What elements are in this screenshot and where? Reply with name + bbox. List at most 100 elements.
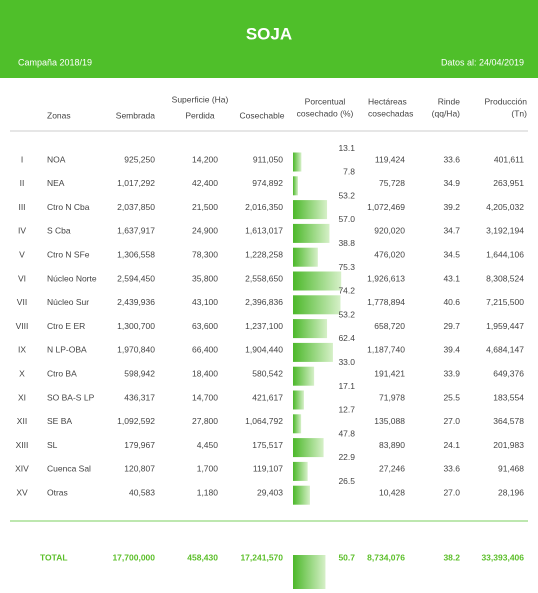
cell: 33.6 <box>443 154 460 164</box>
progress-bar <box>293 223 330 243</box>
percent: 57.0 <box>338 214 355 224</box>
cell: 4,205,032 <box>486 202 524 212</box>
column-header: Porcentual <box>305 96 346 106</box>
cell: 24,900 <box>192 226 218 236</box>
column-header: cosechadas <box>368 108 413 118</box>
column-header: Sembrada <box>116 110 155 120</box>
column-header: Zonas <box>47 110 71 120</box>
cell: 4,450 <box>197 440 219 450</box>
date: Datos al: 24/04/2019 <box>441 57 524 67</box>
column-header: cosechado (%) <box>297 108 354 118</box>
progress-bar <box>293 271 342 291</box>
cell: 920,020 <box>374 226 405 236</box>
column-header: Cosechable <box>240 110 285 120</box>
row-number: XIV <box>15 464 29 474</box>
column-header: Rinde <box>438 96 460 106</box>
cell: Cuenca Sal <box>47 464 91 474</box>
cell: Ctro E ER <box>47 321 85 331</box>
cell: 71,978 <box>379 392 405 402</box>
column-header: Hectáreas <box>368 96 407 106</box>
percent: 17.1 <box>338 381 355 391</box>
progress-bar <box>293 438 324 458</box>
cell: 2,558,650 <box>245 273 283 283</box>
progress-bar <box>293 176 298 196</box>
row-number: III <box>18 202 25 212</box>
cell: 436,317 <box>124 392 155 402</box>
total-cell: 33,393,406 <box>481 552 524 562</box>
cell: 1,300,700 <box>117 321 155 331</box>
progress-bar <box>293 366 315 386</box>
row-number: X <box>19 368 25 378</box>
cell: 40,583 <box>129 487 155 497</box>
cell: 43,100 <box>192 297 218 307</box>
cell: 1,017,292 <box>117 178 155 188</box>
cell: S Cba <box>47 226 71 236</box>
group-header: Superficie (Ha) <box>172 94 229 104</box>
cell: 40.6 <box>443 297 460 307</box>
cell: 1,904,440 <box>245 345 283 355</box>
cell: 1,187,740 <box>367 345 405 355</box>
cell: N LP-OBA <box>47 345 87 355</box>
total-cell: TOTAL <box>40 552 68 562</box>
cell: 18,400 <box>192 368 218 378</box>
cell: 925,250 <box>124 154 155 164</box>
cell: 263,951 <box>493 178 524 188</box>
cell: 120,807 <box>124 464 155 474</box>
cell: 4,684,147 <box>486 345 524 355</box>
cell: 7,215,500 <box>486 297 524 307</box>
cell: 598,942 <box>124 368 155 378</box>
row-number: XI <box>18 392 26 402</box>
row-number: IX <box>18 345 26 355</box>
percent: 50.7 <box>338 552 355 562</box>
cell: 91,468 <box>498 464 524 474</box>
total-cell: 458,430 <box>187 552 218 562</box>
cell: NEA <box>47 178 65 188</box>
cell: 27,800 <box>192 416 218 426</box>
progress-bar <box>293 295 341 315</box>
cell: 14,200 <box>192 154 218 164</box>
cell: 119,107 <box>253 464 283 474</box>
cell: 201,983 <box>493 440 524 450</box>
progress-bar <box>293 319 328 339</box>
cell: 66,400 <box>192 345 218 355</box>
cell: 421,617 <box>252 392 283 402</box>
cell: 2,396,836 <box>245 297 283 307</box>
row-number: XV <box>16 487 28 497</box>
cell: 179,967 <box>124 440 155 450</box>
cell: 1,637,917 <box>117 226 155 236</box>
cell: 63,600 <box>192 321 218 331</box>
progress-bar <box>293 414 302 434</box>
percent: 7.8 <box>343 167 355 177</box>
column-header: (Tn) <box>511 108 527 118</box>
progress-bar <box>293 200 328 220</box>
cell: 658,720 <box>374 321 405 331</box>
cell: 2,037,850 <box>117 202 155 212</box>
cell: 1,064,792 <box>245 416 283 426</box>
cell: 78,300 <box>192 249 218 259</box>
cell: 1,959,447 <box>486 321 524 331</box>
cell: 1,180 <box>197 487 219 497</box>
progress-bar <box>293 461 308 481</box>
cell: 27,246 <box>379 464 405 474</box>
cell: 911,050 <box>253 154 283 164</box>
cell: 135,088 <box>374 416 405 426</box>
cell: NOA <box>47 154 66 164</box>
cell: 119,424 <box>375 154 405 164</box>
cell: 35,800 <box>192 273 218 283</box>
row-number: II <box>20 178 25 188</box>
cell: 1,926,613 <box>367 273 405 283</box>
cell: 191,421 <box>374 368 405 378</box>
cell: SO BA-S LP <box>47 392 95 402</box>
cell: 24.1 <box>443 440 460 450</box>
percent: 13.1 <box>338 143 355 153</box>
cell: 1,228,258 <box>245 249 283 259</box>
cell: 8,308,524 <box>486 273 524 283</box>
cell: 42,400 <box>192 178 218 188</box>
cell: 2,439,936 <box>117 297 155 307</box>
header-band <box>0 0 538 78</box>
progress-bar <box>293 555 326 589</box>
percent: 33.0 <box>338 357 355 367</box>
cell: Ctro N Cba <box>47 202 90 212</box>
cell: 34.5 <box>443 249 460 259</box>
